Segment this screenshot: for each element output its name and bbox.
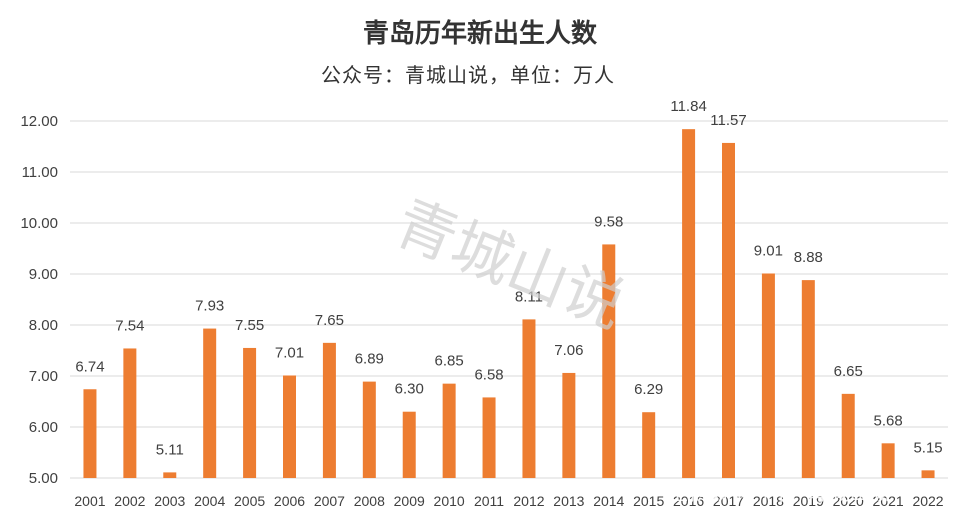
- x-axis-ticks: 2001 2002 2003 2004 2005 2006 2007 2008 2009 2010…: [74, 493, 943, 509]
- x-tick-label: 2006: [274, 493, 305, 509]
- data-label-2003: 5.11: [156, 441, 184, 458]
- x-tick-label: 2017: [713, 493, 744, 509]
- data-label-2020: 6.65: [834, 363, 863, 380]
- x-tick-label: 2004: [194, 493, 225, 509]
- data-label-2016: 11.84: [670, 98, 706, 115]
- data-label-2014: 9.58: [594, 213, 623, 230]
- bar-2012: [522, 319, 536, 478]
- data-label-2017: 11.57: [710, 112, 746, 129]
- data-label-2010: 6.85: [435, 353, 464, 370]
- data-label-2015: 6.29: [634, 381, 663, 398]
- bar-2017: [722, 142, 735, 478]
- bar-2005: [243, 347, 257, 478]
- bar-2021: [881, 443, 895, 478]
- bar-2013: [562, 372, 576, 478]
- bar-2004: [203, 328, 217, 478]
- y-tick-label: 6.00: [29, 419, 58, 436]
- data-label-2012: 8.11: [515, 288, 543, 305]
- data-labels: 6.74 7.54 5.11 7.93 7.55 7.01 7.65 6.89 6.30 6.85…: [75, 98, 942, 458]
- x-tick-label: 2022: [912, 493, 943, 509]
- x-tick-label: 2013: [553, 493, 584, 509]
- data-label-2022: 5.15: [913, 439, 942, 456]
- bar-2019: [801, 280, 815, 478]
- y-tick-label: 10.00: [20, 215, 58, 232]
- bar-2002: [123, 348, 137, 478]
- x-tick-label: 2014: [593, 493, 624, 509]
- x-tick-label: 2011: [474, 493, 504, 509]
- bars: [83, 129, 935, 478]
- y-tick-label: 5.00: [29, 470, 58, 487]
- watermark-bottom: 企鹅媒体平台 青城山说: [667, 481, 894, 506]
- data-label-2008: 6.89: [355, 351, 384, 368]
- x-tick-label: 2001: [74, 493, 105, 509]
- x-tick-label: 2010: [434, 493, 465, 509]
- watermark: 青城山说: [386, 188, 635, 343]
- x-tick-label: 2021: [873, 493, 904, 509]
- data-label-2007: 7.65: [315, 312, 344, 329]
- y-tick-label: 9.00: [29, 266, 58, 283]
- x-tick-label: 2016: [673, 493, 704, 509]
- y-tick-label: 12.00: [20, 113, 58, 130]
- bar-2014: [602, 244, 616, 478]
- data-label-2006: 7.01: [275, 344, 304, 361]
- data-label-2005: 7.55: [235, 317, 264, 334]
- data-label-2013: 7.06: [554, 342, 583, 359]
- data-label-2002: 7.54: [115, 317, 144, 334]
- y-tick-label: 11.00: [22, 164, 58, 181]
- y-axis-ticks: 5.00 6.00 7.00 8.00 9.00 10.00 11.00 12.00: [20, 113, 58, 487]
- bar-2022: [921, 470, 935, 478]
- bar-2007: [322, 342, 336, 478]
- x-tick-label: 2008: [354, 493, 385, 509]
- data-label-2019: 8.88: [794, 249, 823, 266]
- bar-2003: [163, 472, 177, 478]
- data-label-2001: 6.74: [75, 358, 104, 375]
- x-tick-label: 2020: [833, 493, 864, 509]
- bar-2008: [362, 381, 376, 478]
- bar-2011: [482, 397, 496, 478]
- x-tick-label: 2002: [114, 493, 145, 509]
- chart-subtitle: 公众号：青城山说，单位：万人: [321, 63, 615, 87]
- y-tick-label: 8.00: [29, 317, 58, 334]
- bar-2018: [761, 273, 775, 478]
- data-label-2011: 6.58: [474, 366, 503, 383]
- data-label-2009: 6.30: [395, 381, 424, 398]
- gridlines: [70, 120, 948, 479]
- bar-2006: [283, 375, 296, 478]
- data-label-2021: 5.68: [874, 412, 903, 429]
- x-tick-label: 2015: [633, 493, 664, 509]
- bar-2001: [83, 389, 97, 478]
- x-tick-label: 2005: [234, 493, 265, 509]
- x-tick-label: 2003: [154, 493, 185, 509]
- bar-2010: [442, 383, 456, 478]
- chart-title: 青岛历年新出生人数: [363, 18, 598, 49]
- data-label-2018: 9.01: [754, 242, 783, 259]
- data-label-2004: 7.93: [195, 298, 224, 315]
- x-tick-label: 2007: [314, 493, 345, 509]
- x-tick-label: 2009: [394, 493, 425, 509]
- y-tick-label: 7.00: [29, 368, 58, 385]
- x-tick-label: 2012: [513, 493, 544, 509]
- bar-2015: [642, 412, 656, 478]
- x-tick-label: 2018: [753, 493, 784, 509]
- bar-2009: [402, 411, 416, 478]
- bar-2016: [682, 129, 696, 478]
- bar-2020: [841, 393, 855, 478]
- x-tick-label: 2019: [793, 493, 824, 509]
